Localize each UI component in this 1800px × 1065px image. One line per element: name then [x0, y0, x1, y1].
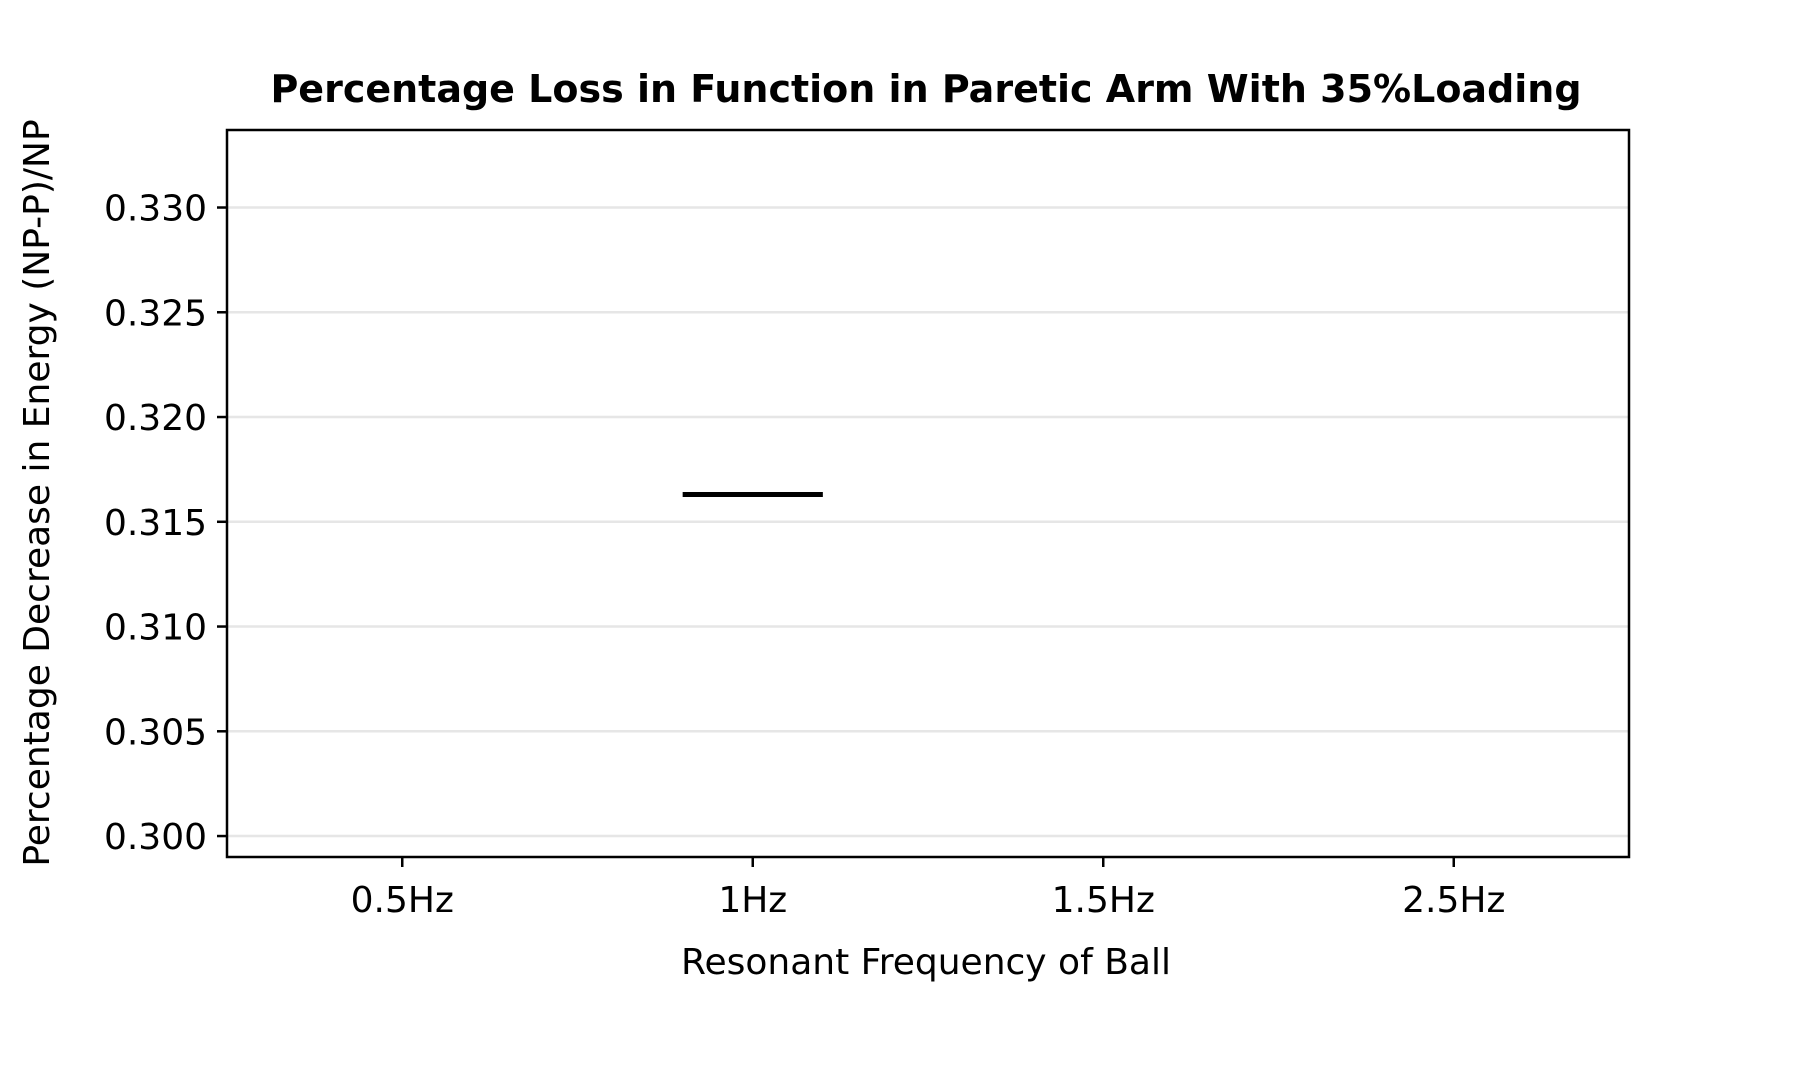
x-tick-label: 1Hz	[718, 880, 787, 921]
x-axis-label: Resonant Frequency of Ball	[681, 942, 1171, 983]
x-tick-label: 0.5Hz	[351, 880, 454, 921]
y-tick-label: 0.315	[104, 503, 207, 544]
y-tick-label: 0.330	[104, 189, 207, 230]
grid-lines	[227, 206, 1629, 838]
y-tick-label: 0.325	[104, 293, 207, 334]
x-axis: 0.5Hz 1Hz 1.5Hz 2.5Hz	[351, 857, 1505, 921]
x-tick-label: 1.5Hz	[1052, 880, 1155, 921]
y-tick-label: 0.305	[104, 712, 207, 753]
x-tick-label: 2.5Hz	[1402, 880, 1505, 921]
y-tick-label: 0.310	[104, 608, 207, 649]
chart-title: Percentage Loss in Function in Paretic A…	[270, 67, 1581, 111]
y-tick-label: 0.320	[104, 398, 207, 439]
y-axis: 0.300 0.305 0.310 0.315 0.320 0.325 0.330	[104, 189, 227, 858]
y-axis-label: Percentage Decrease in Energy (NP-P)/NP	[17, 119, 58, 866]
plot-frame	[225, 128, 1631, 859]
y-tick-label: 0.300	[104, 817, 207, 858]
